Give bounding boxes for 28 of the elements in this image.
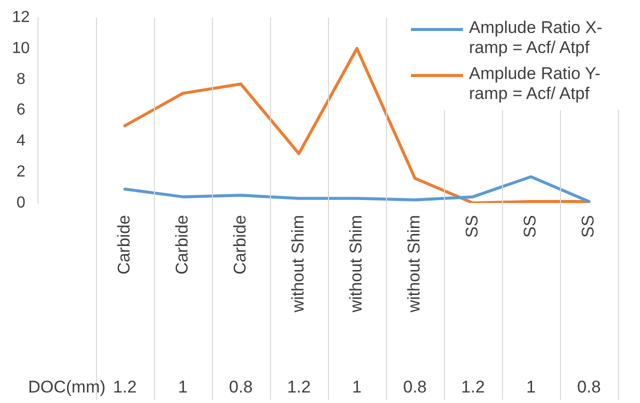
legend-label: Amplude Ratio X-ramp = Acf/ Atpf bbox=[469, 18, 604, 58]
text: 1 bbox=[526, 378, 536, 397]
y-tick-label: 12 bbox=[12, 9, 30, 26]
text: 0.8 bbox=[577, 378, 601, 397]
x-tick-label: SS bbox=[462, 215, 482, 238]
text: 1 bbox=[352, 378, 362, 397]
y-tick-label: 0 bbox=[16, 194, 26, 212]
text: 1 bbox=[178, 378, 188, 397]
text: 0.8 bbox=[229, 378, 253, 397]
text: 0.8 bbox=[403, 378, 427, 397]
x-tick-label: Carbide bbox=[172, 215, 192, 275]
x-tick-label: without Shim bbox=[346, 215, 366, 314]
legend-label: Amplude Ratio Y-ramp = Acf/ Atpf bbox=[469, 64, 602, 104]
y-tick-label: 10 bbox=[12, 40, 30, 57]
y-tick-label: 2 bbox=[16, 164, 26, 181]
x-tick-label: Carbide bbox=[230, 215, 250, 275]
y-tick-label: 8 bbox=[16, 70, 26, 88]
text: 1.2 bbox=[113, 378, 137, 397]
y-tick-label: 6 bbox=[16, 102, 26, 119]
x-tick-label: without Shim bbox=[404, 215, 424, 314]
text: 1.2 bbox=[287, 378, 311, 397]
x-tick-label: without Shim bbox=[288, 215, 308, 314]
text: DOC(mm) bbox=[28, 378, 106, 397]
y-tick-label: 4 bbox=[16, 132, 26, 150]
x-tick-label: SS bbox=[520, 215, 540, 238]
x-tick-label: SS bbox=[578, 215, 598, 238]
text: 1.2 bbox=[461, 378, 485, 397]
x-tick-label: Carbide bbox=[114, 215, 134, 275]
